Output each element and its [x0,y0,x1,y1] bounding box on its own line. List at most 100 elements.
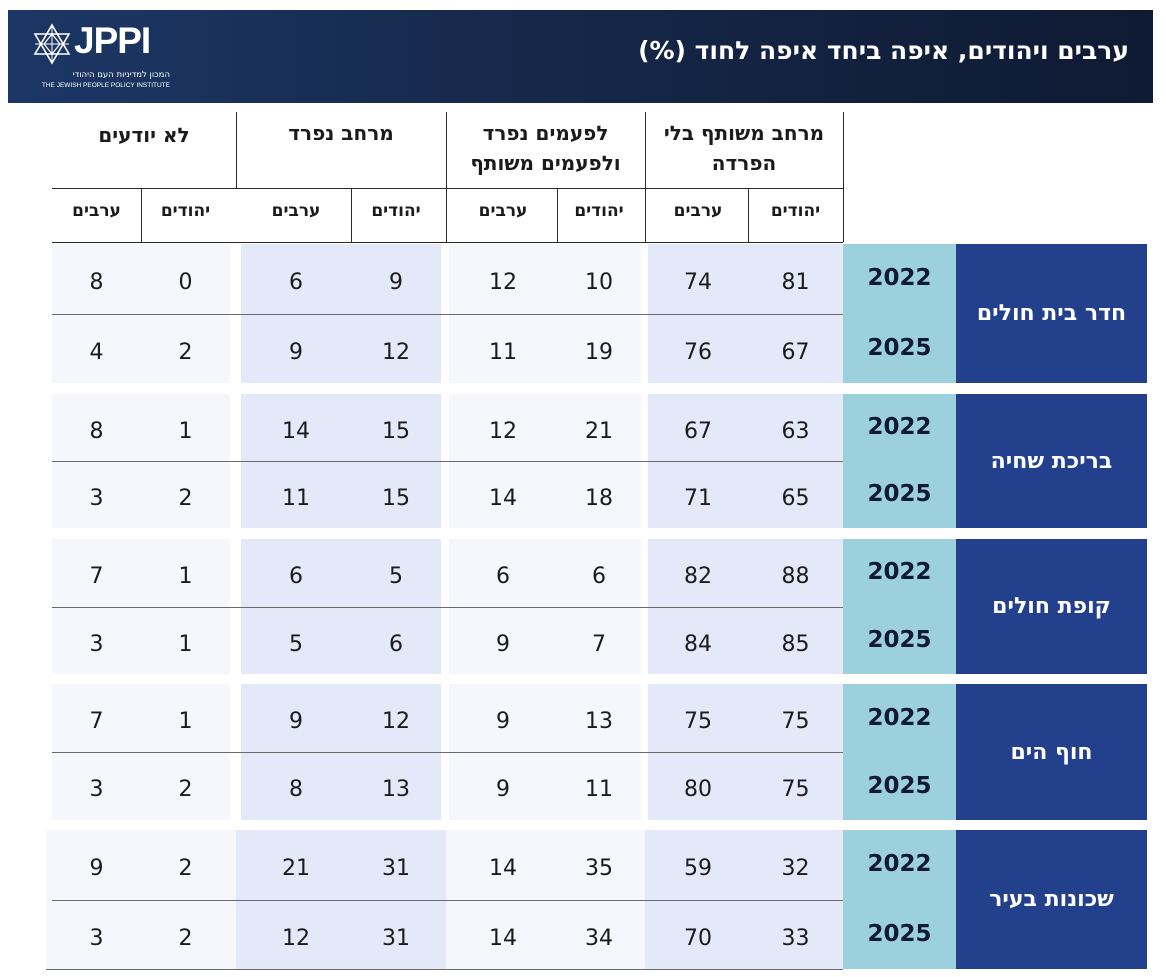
value-cell: 21 [585,419,613,444]
category-label: בריכת שחיה [956,394,1147,528]
value-cell: 1 [178,419,193,444]
row-divider [52,313,843,315]
row-divider [52,461,843,462]
value-cell: 70 [684,925,712,951]
header-divider [748,188,749,242]
value-cell: 15 [382,486,410,511]
row-divider [52,899,843,901]
value-cell: 75 [684,709,712,734]
value-cell: 10 [585,270,613,295]
value-cell: 3 [89,631,104,657]
value-cell: 11 [489,339,517,365]
value-cell: 9 [289,339,303,365]
header-divider [843,112,844,242]
row-divider [52,606,843,608]
value-cell: 9 [496,631,510,657]
value-cell: 9 [496,777,510,802]
year-label: 2025 [843,899,956,969]
value-cell: 14 [489,486,517,511]
value-cell: 85 [781,631,810,657]
value-cell: 65 [781,486,810,511]
value-cell: 14 [489,856,517,881]
column-group-header: לא יודעים [98,123,190,147]
category-label: חוף הים [956,684,1147,820]
column-subheader: ערבים [271,201,321,221]
column-subheader: ערבים [673,201,723,221]
page-title: ערבים ויהודים, איפה ביחד איפה לחוד (%) [638,36,1129,65]
value-cell: 31 [382,925,410,951]
value-cell: 7 [89,564,104,589]
value-cell: 59 [684,856,712,881]
category-label: קופת חולים [956,539,1147,674]
value-cell: 67 [684,419,712,444]
column-subheader: יהודים [160,201,211,221]
column-group-header: לפעמים נפרד ולפעמים משותף [470,121,621,175]
value-cell: 7 [89,709,104,734]
value-cell: 9 [496,709,510,734]
row-divider [46,969,843,970]
value-cell: 13 [585,709,613,734]
column-subheader: יהודים [371,201,421,221]
value-cell: 6 [289,564,303,589]
column-subheader: יהודים [574,201,624,221]
value-cell: 18 [585,486,613,511]
value-cell: 3 [89,486,104,511]
header-divider [52,242,843,243]
value-cell: 3 [89,777,104,802]
value-cell: 6 [496,564,510,589]
value-cell: 14 [489,925,517,951]
header-divider [141,188,142,242]
value-cell: 31 [382,856,410,881]
value-cell: 67 [781,339,810,365]
year-label: 2022 [843,244,956,314]
year-label: 2022 [843,684,956,752]
value-cell: 81 [781,270,810,295]
value-cell: 9 [89,856,104,881]
value-cell: 84 [684,631,712,657]
value-cell: 11 [282,486,310,511]
logo-english-name: THE JEWISH PEOPLE POLICY INSTITUTE [41,82,170,89]
value-cell: 15 [382,419,410,444]
value-cell: 35 [585,856,613,881]
column-subheader: יהודים [770,201,821,221]
year-label: 2022 [843,830,956,900]
year-label: 2022 [843,394,956,461]
value-cell: 1 [178,564,193,589]
value-cell: 2 [178,777,193,802]
value-cell: 4 [89,339,104,365]
year-label: 2025 [843,313,956,383]
star-of-david-icon [33,23,71,65]
value-cell: 11 [585,777,613,802]
row-divider [52,752,843,753]
header-divider [446,112,447,242]
year-label: 2025 [843,752,956,820]
value-cell: 88 [781,564,810,589]
value-cell: 8 [89,419,104,444]
column-group-header: מרחב משותף בלי הפרדה [663,121,825,175]
category-label: חדר בית חולים [956,244,1147,383]
value-cell: 1 [178,709,193,734]
value-cell: 76 [684,339,712,365]
value-cell: 8 [289,777,303,802]
jppi-logo: JPPI המכון למדיניות העם היהודי THE JEWIS… [30,20,180,94]
header-divider [236,112,237,188]
value-cell: 32 [781,856,810,881]
year-label: 2022 [843,539,956,607]
value-cell: 33 [781,925,810,951]
value-cell: 12 [382,709,410,734]
year-label: 2025 [843,461,956,528]
value-cell: 12 [489,270,517,295]
value-cell: 14 [282,419,310,444]
value-cell: 5 [289,631,303,657]
category-label: שכונות בעיר [956,830,1147,969]
value-cell: 2 [178,486,193,511]
value-cell: 12 [382,339,410,365]
value-cell: 6 [592,564,606,589]
value-cell: 7 [592,631,606,657]
value-cell: 34 [585,925,613,951]
value-cell: 13 [382,777,410,802]
value-cell: 12 [282,925,310,951]
year-label: 2025 [843,606,956,674]
logo-hebrew-name: המכון למדיניות העם היהודי [72,70,170,80]
value-cell: 3 [89,925,104,951]
